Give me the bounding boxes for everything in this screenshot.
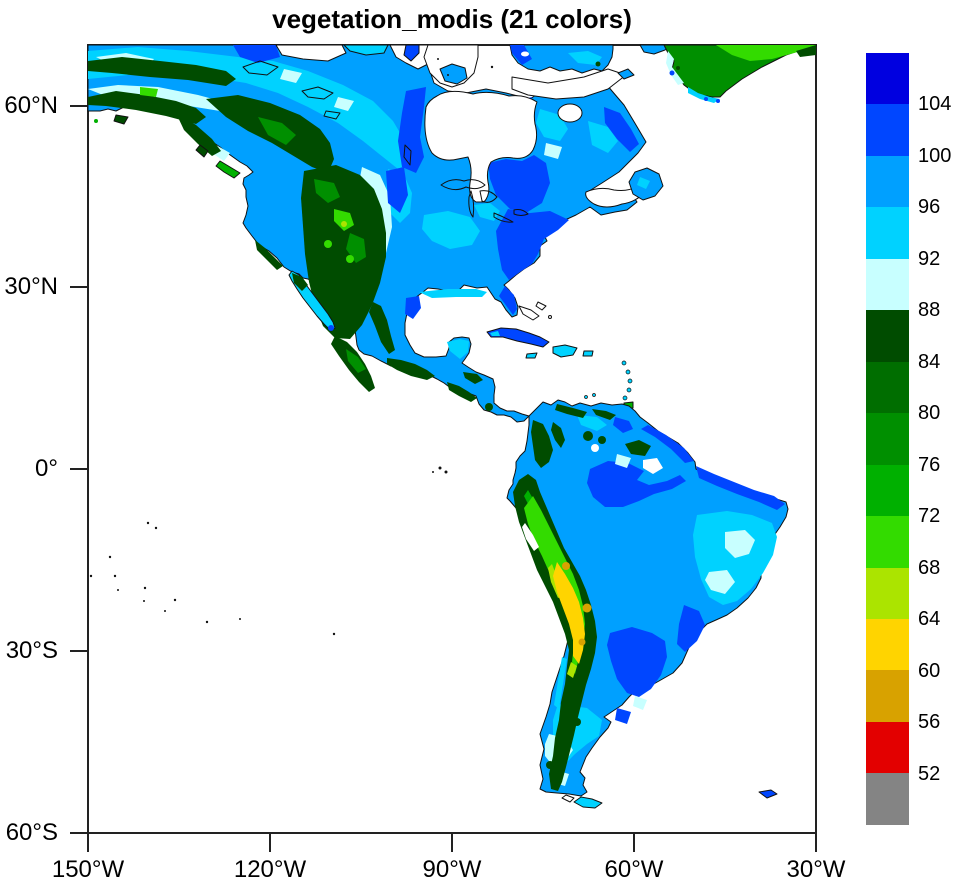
colorbar-box [866, 464, 909, 517]
falkland-islands [758, 789, 778, 799]
colorbar-label: 92 [918, 247, 941, 270]
y-axis-tick [70, 650, 87, 653]
south-america-landmass [506, 399, 789, 797]
colorbar-label: 56 [918, 711, 941, 734]
colorbar-label: 84 [918, 350, 941, 373]
x-axis-label: 150°W [51, 856, 125, 883]
y-axis-label: 0° [35, 455, 58, 483]
colorbar-box [866, 773, 909, 825]
lake-huron [479, 190, 498, 203]
colorbar-box [866, 516, 909, 568]
x-axis-label: 30°W [786, 856, 846, 883]
colorbar-box [866, 53, 909, 105]
y-axis-label: 60°N [4, 91, 58, 119]
sa-blue-regions [587, 417, 785, 724]
jamaica [525, 352, 538, 359]
y-axis-label: 60°S [5, 819, 58, 846]
vancouver-island [215, 160, 241, 179]
bahamas [518, 305, 540, 321]
andes-range [513, 404, 616, 791]
colorbar-label: 52 [918, 762, 941, 785]
cuba [486, 327, 550, 348]
colorbar-label: 96 [918, 196, 941, 219]
colorbar-box [866, 258, 909, 311]
colorbar-label: 68 [918, 556, 941, 579]
y-axis-label: 30°N [4, 273, 58, 301]
ungava-bay [557, 103, 583, 123]
x-axis-tick [269, 834, 271, 852]
hispaniola [552, 344, 578, 358]
colorbar-label: 60 [918, 659, 941, 682]
lake-erie [493, 212, 514, 223]
colorbar-box [866, 413, 909, 465]
southern-islands [561, 789, 778, 809]
lesser-antilles [584, 360, 633, 401]
puerto-rico [582, 350, 594, 357]
x-axis-label: 90°W [422, 856, 482, 883]
colorbar-label: 72 [918, 505, 941, 528]
gulf-st-lawrence [585, 185, 646, 208]
altiplano-orange-spot [578, 638, 586, 646]
peru-coast-gap [522, 523, 539, 551]
colorbar-label: 80 [918, 402, 941, 425]
colorbar-label: 100 [918, 144, 952, 167]
lake-ontario [513, 209, 529, 216]
y-axis-tick [70, 468, 87, 471]
lake-winnipeg [403, 144, 412, 166]
altiplano-orange-spot [562, 562, 570, 570]
colorbar [866, 53, 909, 825]
baja-california [288, 270, 336, 332]
amazon-blue [587, 461, 686, 507]
colorbar-box [866, 721, 909, 774]
colorbar-box [866, 310, 909, 362]
altiplano-yellow [553, 562, 585, 664]
great-slave-lake [301, 86, 334, 100]
x-axis-label: 60°W [604, 856, 664, 883]
colorbar-box [866, 361, 909, 414]
caribbean-islands [486, 301, 634, 410]
colorbar-label: 76 [918, 453, 941, 476]
y-axis-label: 30°S [5, 637, 58, 665]
pacific-island-dots [89, 466, 448, 636]
arctic-channels [275, 44, 646, 208]
colorbar-label: 88 [918, 299, 941, 322]
colorbar-box [866, 207, 909, 259]
hudson-bay [424, 90, 538, 203]
plot-title: vegetation_modis (21 colors) [272, 4, 632, 34]
lake-athabasca [323, 110, 341, 120]
x-axis-tick [815, 834, 817, 852]
na-blue-regions [233, 45, 639, 319]
x-axis-tick [451, 834, 453, 852]
lake-michigan [468, 190, 475, 218]
tierra-del-fuego [573, 796, 603, 809]
map-plot [87, 44, 817, 834]
na-mid-green [258, 117, 366, 373]
colorbar-label: 64 [918, 608, 941, 631]
x-axis-tick [633, 834, 635, 852]
lakes-outlines [242, 60, 529, 223]
arctic-islands [94, 44, 673, 201]
colorbar-box [866, 567, 909, 619]
x-axis-tick [87, 834, 89, 852]
altiplano-orange-spot [582, 603, 592, 613]
colorbar-box [866, 618, 909, 671]
great-bear-lake [242, 60, 279, 76]
colorbar-box [866, 155, 909, 208]
colorbar-box [866, 104, 909, 156]
lake-superior [440, 179, 486, 191]
x-axis-label: 120°W [233, 856, 307, 883]
colorbar-label: 104 [918, 93, 952, 116]
y-axis-tick [70, 832, 87, 834]
y-axis-tick [70, 104, 87, 107]
guiana-highlands [583, 431, 663, 474]
na-lime-spots [140, 87, 354, 263]
y-axis-tick [70, 286, 87, 289]
hudson-strait [511, 68, 627, 100]
greenland [663, 44, 817, 103]
colorbar-box [866, 670, 909, 722]
